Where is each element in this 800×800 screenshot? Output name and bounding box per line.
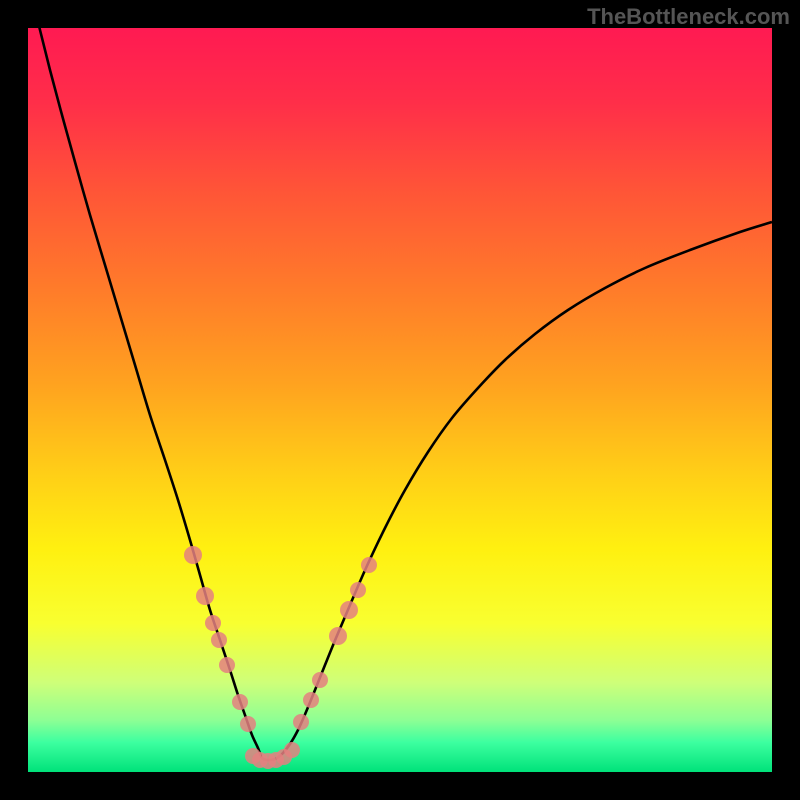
marker-left_branch [196,587,214,605]
marker-left_branch [232,694,248,710]
marker-left_branch [240,716,256,732]
bottleneck-curve-chart [0,0,800,800]
marker-right_branch [293,714,309,730]
marker-right_branch [312,672,328,688]
marker-right_branch [361,557,377,573]
marker-left_branch [219,657,235,673]
marker-right_branch [340,601,358,619]
chart-container: TheBottleneck.com [0,0,800,800]
plot-background [28,28,772,772]
marker-left_branch [211,632,227,648]
marker-bottom_cluster [284,742,300,758]
watermark-text: TheBottleneck.com [587,4,790,30]
marker-left_branch [184,546,202,564]
marker-left_branch [205,615,221,631]
marker-right_branch [350,582,366,598]
marker-right_branch [329,627,347,645]
marker-right_branch [303,692,319,708]
